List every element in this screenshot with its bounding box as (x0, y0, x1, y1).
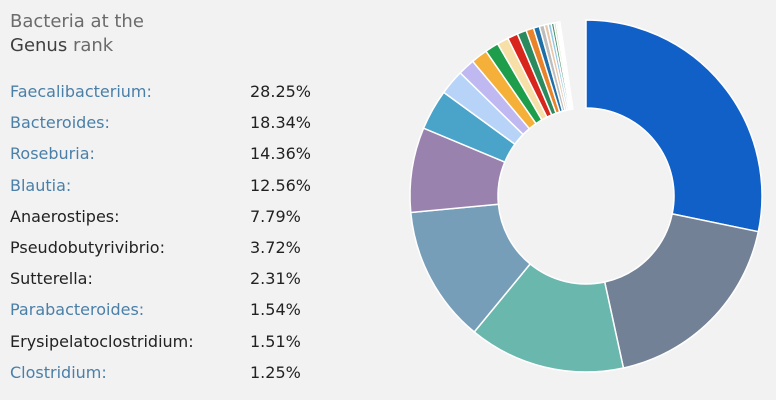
rank-suffix: rank (67, 35, 114, 56)
donut-slice-minor[interactable] (557, 21, 574, 110)
legend-row: Sutterella: 2.31% (10, 269, 330, 300)
legend-name[interactable]: Bacteroides: (10, 113, 110, 133)
legend-percent: 2.31% (250, 269, 301, 289)
title-line-2: Genus rank (10, 34, 144, 58)
donut-slice-bacteroides[interactable] (603, 212, 760, 369)
legend-row: Pseudobutyrivibrio: 3.72% (10, 238, 330, 269)
legend-name[interactable]: Faecalibacterium: (10, 82, 152, 101)
legend-row: Anaerostipes: 7.79% (10, 207, 330, 238)
legend-percent: 14.36% (250, 144, 312, 164)
legend-percent: 1.51% (250, 331, 301, 351)
legend-percent: 7.79% (250, 206, 301, 226)
legend-percent: 1.25% (250, 362, 301, 382)
legend-percent: 28.25% (250, 82, 312, 101)
legend-name: Pseudobutyrivibrio: (10, 237, 165, 257)
legend-row[interactable]: Blautia: 12.56% (10, 176, 330, 207)
donut-slice-faecalibacterium[interactable] (585, 19, 763, 233)
legend-name[interactable]: Clostridium: (10, 362, 107, 382)
legend-percent: 1.54% (250, 300, 301, 320)
legend-percent: 3.72% (250, 237, 301, 257)
legend-name: Erysipelatoclostridium: (10, 331, 194, 351)
rank-name: Genus (10, 35, 68, 56)
legend-row[interactable]: Faecalibacterium: 28.25% (10, 82, 330, 113)
chart-title: Bacteria at the Genus rank (10, 10, 144, 58)
legend-name: Anaerostipes: (10, 206, 120, 226)
title-line-1: Bacteria at the (10, 11, 144, 32)
legend-name[interactable]: Parabacteroides: (10, 300, 145, 320)
legend: Faecalibacterium: 28.25% Bacteroides: 18.3… (10, 82, 330, 394)
legend-row[interactable]: Roseburia: 14.36% (10, 144, 330, 175)
legend-percent: 12.56% (250, 175, 312, 195)
legend-row: Erysipelatoclostridium: 1.51% (10, 332, 330, 363)
legend-name[interactable]: Roseburia: (10, 144, 95, 164)
legend-row[interactable]: Parabacteroides: 1.54% (10, 300, 330, 331)
legend-row[interactable]: Bacteroides: 18.34% (10, 113, 330, 144)
legend-row[interactable]: Clostridium: 1.25% (10, 363, 330, 394)
legend-name[interactable]: Blautia: (10, 175, 72, 195)
legend-percent: 18.34% (250, 113, 312, 133)
legend-name: Sutterella: (10, 269, 93, 289)
